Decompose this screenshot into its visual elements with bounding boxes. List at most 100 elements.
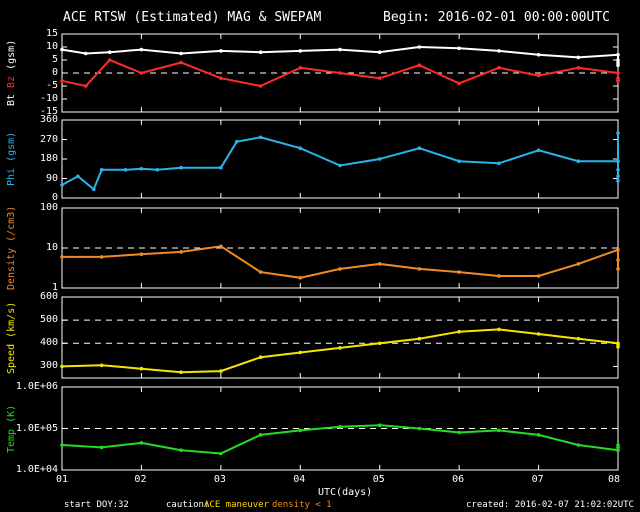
x-tick-label: 06: [452, 474, 465, 485]
data-point-bt: [616, 58, 620, 62]
y-tick-label: 400: [39, 337, 58, 349]
data-point-bt: [298, 49, 303, 53]
panel-frame-phi: [61, 119, 619, 199]
data-point-phi: [377, 157, 382, 161]
data-point-speed: [298, 350, 303, 355]
data-point-bz: [457, 81, 461, 86]
data-point-temp: [576, 443, 581, 447]
y-tick-label: 1: [51, 282, 58, 293]
data-point-bz: [536, 73, 541, 78]
data-point-bt: [139, 47, 144, 52]
data-point-phi: [576, 159, 581, 163]
data-point-phi: [258, 135, 263, 140]
data-point-density: [219, 244, 223, 249]
data-point-bt: [616, 53, 620, 57]
data-point-bt: [377, 50, 382, 54]
data-point-speed: [536, 332, 541, 336]
data-point-bz: [497, 66, 501, 70]
data-point-bz: [60, 79, 64, 83]
x-tick-label: 07: [531, 474, 544, 485]
data-point-bz: [84, 84, 88, 88]
y-tick-label: 270: [39, 133, 58, 145]
data-point-phi: [76, 174, 80, 179]
data-point-density: [576, 262, 581, 266]
data-point-bt: [457, 46, 461, 51]
x-tick-label: 08: [608, 474, 621, 485]
data-point-temp: [497, 428, 501, 433]
y-tick-label: 100: [39, 202, 58, 213]
data-point-bz: [616, 79, 620, 83]
data-point-bz: [616, 71, 620, 75]
caution-label: caution:: [166, 500, 210, 510]
data-point-density: [616, 258, 620, 262]
y-tick-label: 180: [39, 153, 58, 164]
y-tick-label: 90: [45, 172, 58, 184]
data-point-bz: [338, 71, 342, 75]
x-axis-label: UTC(days): [318, 487, 373, 498]
data-point-bz: [616, 76, 620, 80]
data-point-speed: [417, 336, 422, 341]
y-tick-label: 5: [51, 54, 58, 65]
data-point-phi: [616, 131, 620, 135]
data-point-speed: [338, 346, 342, 350]
data-point-temp: [179, 448, 183, 453]
data-point-speed: [99, 363, 104, 368]
data-point-speed: [219, 369, 223, 373]
data-point-density: [417, 267, 422, 271]
data-point-speed: [497, 327, 501, 332]
series-line-temp: [61, 424, 619, 455]
y-tick-label: -5: [45, 80, 58, 91]
data-point-bz: [377, 76, 382, 80]
data-point-temp: [60, 443, 64, 447]
y-tick-label: 0: [51, 192, 58, 203]
y-label-unit: (gsm): [6, 39, 17, 70]
data-point-bt: [536, 53, 541, 57]
begin-time: Begin: 2016-02-01 00:00:00UTC: [383, 10, 610, 25]
data-point-temp: [99, 445, 104, 450]
data-point-bt: [60, 47, 64, 52]
start-doy-value: 32: [118, 500, 129, 510]
data-point-density: [536, 274, 541, 278]
data-point-phi: [497, 161, 501, 166]
data-point-bt: [616, 63, 620, 67]
y-axis-label-phi: Phi (gsm): [6, 131, 17, 186]
data-point-bt: [338, 47, 342, 52]
x-tick-label: 05: [372, 474, 385, 485]
data-point-temp: [457, 430, 461, 435]
data-point-temp: [377, 423, 382, 428]
data-point-phi: [179, 165, 183, 170]
data-point-phi: [139, 167, 144, 171]
x-tick-label: 03: [213, 474, 226, 485]
data-point-bt: [107, 50, 112, 54]
data-point-phi: [123, 168, 128, 172]
data-point-bz: [576, 66, 581, 70]
y-tick-label: 500: [39, 314, 58, 326]
data-point-temp: [417, 426, 422, 431]
data-point-bz: [258, 84, 263, 88]
data-point-bt: [258, 50, 263, 54]
y-label-bz: Bz: [6, 69, 17, 88]
data-point-density: [616, 248, 620, 252]
data-point-speed: [616, 345, 620, 349]
data-point-phi: [298, 146, 303, 150]
data-point-bz: [107, 58, 112, 62]
data-point-density: [99, 255, 104, 259]
y-axis-label-density: Density (/cm3): [6, 205, 17, 290]
data-point-phi: [234, 139, 239, 144]
data-point-speed: [377, 341, 382, 346]
y-tick-label: 10: [45, 242, 58, 253]
chart-title: ACE RTSW (Estimated) MAG & SWEPAM: [63, 10, 322, 25]
data-point-temp: [298, 428, 303, 433]
data-point-density: [457, 270, 461, 274]
data-point-phi: [616, 159, 620, 163]
data-point-bt: [616, 60, 620, 65]
data-point-speed: [60, 364, 64, 369]
x-tick-label: 02: [134, 474, 147, 485]
data-point-bz: [179, 60, 183, 65]
data-point-density: [60, 255, 64, 259]
y-axis-label-temp: Temp (K): [6, 404, 17, 453]
data-point-speed: [258, 355, 263, 360]
data-point-bz: [219, 76, 223, 80]
data-point-phi: [616, 174, 620, 179]
